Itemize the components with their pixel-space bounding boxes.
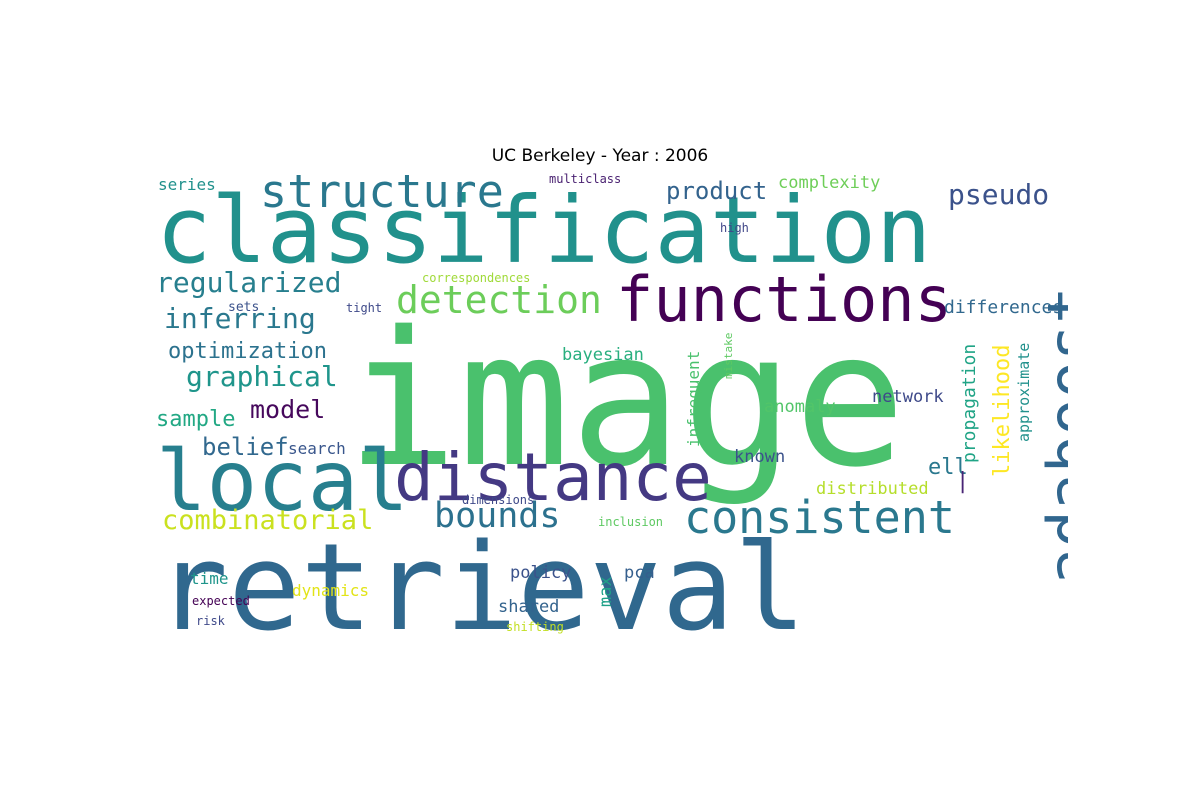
word-risk: risk	[196, 614, 225, 628]
word-bayesian: bayesian	[562, 345, 644, 365]
word-multiclass: multiclass	[549, 172, 622, 186]
word-structure: structure	[260, 167, 504, 218]
word-network: network	[872, 387, 944, 407]
word-cloud: image retrieval classification local dis…	[156, 167, 1068, 637]
word-complexity: complexity	[778, 173, 881, 193]
word-inclusion: inclusion	[598, 515, 664, 529]
word-differences: differences	[944, 297, 1064, 318]
word-sample: sample	[156, 407, 236, 432]
word-regularized: regularized	[156, 266, 342, 299]
word-inferring: inferring	[164, 302, 316, 335]
word-combinatorial: combinatorial	[162, 505, 374, 536]
word-optimization: optimization	[168, 339, 327, 364]
word-likelihood: likelihood	[990, 344, 1015, 477]
word-pca: pca	[624, 563, 655, 583]
word-search: search	[288, 439, 346, 458]
word-detection: detection	[396, 278, 602, 322]
word-distance: distance	[394, 439, 712, 516]
word-bounds: bounds	[434, 496, 561, 536]
word-propagation: propagation	[959, 343, 980, 463]
word-image: image	[346, 291, 906, 508]
word-local: local	[156, 432, 409, 530]
word-consistent: consistent	[684, 491, 955, 544]
word-time: time	[190, 569, 229, 588]
word-bar: |	[956, 469, 970, 494]
word-correspondences: correspondences	[422, 271, 531, 285]
word-infrequent: infrequent	[684, 350, 703, 447]
word-known: known	[734, 447, 786, 467]
word-anomaly: anomaly	[764, 397, 836, 417]
word-classification: classification	[156, 177, 932, 284]
word-approximate: approximate	[1015, 342, 1033, 442]
word-dynamics: dynamics	[292, 581, 370, 600]
word-series: series	[158, 175, 216, 194]
word-pseudo: pseudo	[948, 178, 1050, 211]
word-model: model	[250, 395, 326, 424]
chart-title: UC Berkeley - Year : 2006	[491, 146, 709, 166]
word-ell: ell	[928, 455, 968, 480]
word-max: max	[596, 576, 616, 607]
word-adaboost: adaboost	[1034, 286, 1068, 585]
word-distributed: distributed	[816, 479, 929, 499]
word-graphical: graphical	[186, 360, 338, 393]
word-expected: expected	[192, 594, 250, 608]
word-sets: sets	[228, 300, 260, 315]
word-retrieval: retrieval	[156, 519, 807, 638]
word-policy: policy	[510, 563, 572, 583]
word-product: product	[666, 177, 768, 205]
word-dimensions: dimensions	[462, 493, 535, 507]
word-functions: functions	[616, 263, 952, 336]
word-tight: tight	[346, 301, 383, 315]
word-high: high	[720, 221, 749, 235]
word-shifting: shifting	[506, 620, 564, 634]
word-mistake: mistake	[722, 332, 735, 379]
word-shared: shared	[498, 597, 560, 617]
word-belief: belief	[202, 433, 289, 461]
